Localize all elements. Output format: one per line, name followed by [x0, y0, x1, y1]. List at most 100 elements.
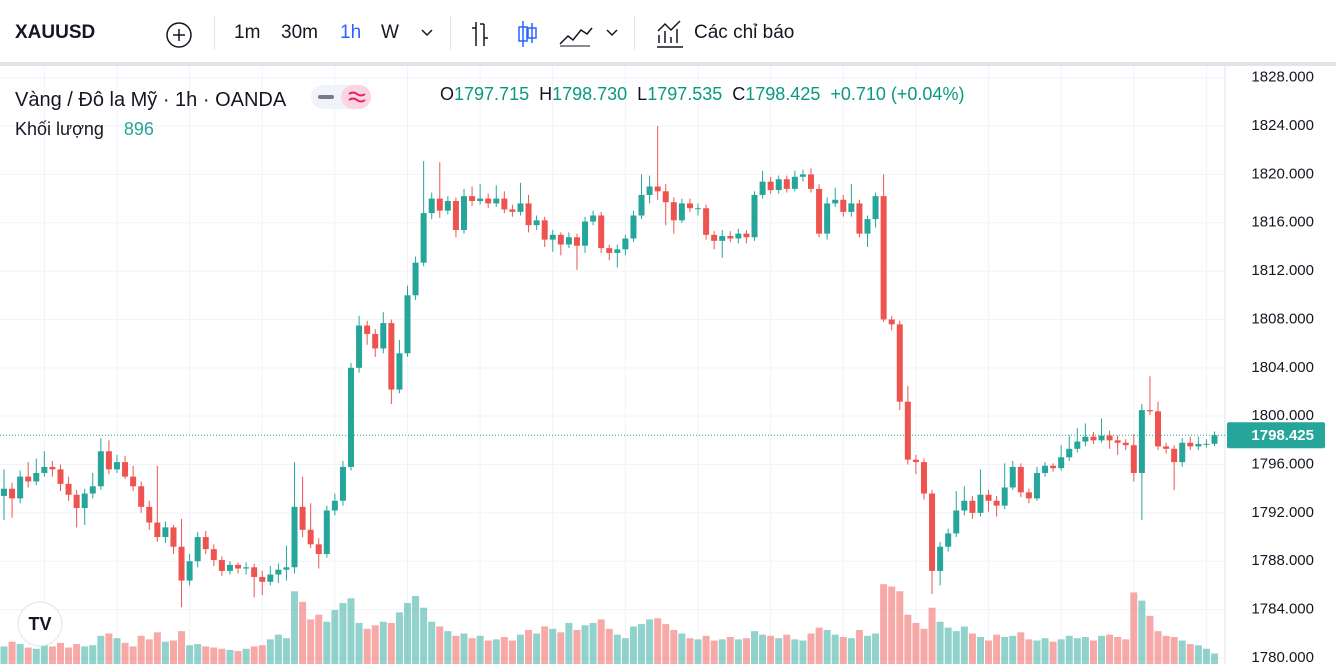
volume-bar: [331, 610, 339, 664]
volume-bar: [1138, 600, 1146, 664]
candle-body: [937, 546, 944, 571]
candle-body: [1163, 446, 1170, 449]
candle-body: [404, 295, 411, 354]
volume-bar: [210, 647, 218, 664]
candle-body: [1211, 435, 1218, 444]
candle-body: [469, 196, 476, 201]
candle-body: [202, 537, 209, 550]
candle-body: [808, 174, 814, 189]
y-tick-label: 1824.000: [1251, 117, 1314, 134]
candle-body: [65, 483, 72, 495]
volume-bar: [315, 614, 323, 664]
candle-body: [1114, 440, 1121, 443]
candle-body: [638, 194, 645, 216]
volume-bar: [1073, 638, 1081, 664]
candle-body: [606, 248, 613, 253]
candle-body: [420, 213, 427, 263]
candle-body: [856, 203, 863, 234]
volume-bar: [153, 632, 161, 664]
volume-bar: [767, 635, 775, 664]
volume-bar: [266, 639, 274, 664]
candle-body: [138, 486, 145, 507]
volume-bar: [791, 639, 799, 664]
interval[interactable]: 1m: [234, 22, 261, 43]
logo[interactable]: TV: [16, 600, 64, 648]
ohlc-legend: O1797.715 H1798.730 L1797.535 C1798.425 +0.7…: [440, 84, 964, 105]
volume-bar: [928, 607, 936, 664]
volume-bar: [831, 634, 839, 664]
candle-body: [49, 466, 56, 470]
volume-bar: [1049, 641, 1057, 664]
candle-body: [1090, 436, 1097, 441]
volume-bar: [460, 633, 468, 664]
candle-body: [57, 469, 64, 484]
y-tick-label: 1784.000: [1251, 601, 1314, 618]
separator: [634, 16, 635, 50]
candle-body: [259, 576, 266, 582]
indicators[interactable]: Các chỉ báo: [694, 22, 795, 43]
volume-bar: [944, 627, 952, 664]
candle-body: [824, 203, 831, 234]
symbol[interactable]: XAUUSD: [15, 22, 96, 43]
candle-body: [735, 233, 742, 239]
volume-bar: [97, 635, 105, 664]
volume-bar: [1211, 653, 1218, 664]
interval[interactable]: 30m: [281, 22, 318, 43]
candle-body: [565, 237, 572, 245]
volume-bar: [1041, 638, 1049, 664]
volume-bar: [920, 628, 928, 664]
interval[interactable]: W: [381, 22, 399, 43]
dropdown[interactable]: [420, 28, 434, 38]
volume-bar: [613, 634, 621, 664]
volume-bar: [186, 645, 194, 664]
candle-body: [331, 500, 338, 511]
candle-body: [162, 527, 169, 538]
candle-body: [154, 522, 161, 538]
candle-body: [170, 527, 177, 547]
volume-bar: [161, 641, 169, 664]
candle-body: [1146, 410, 1153, 412]
candle-body: [654, 186, 661, 192]
volume-bar: [452, 635, 460, 664]
volume-bar: [226, 649, 234, 664]
candle-body: [759, 181, 766, 195]
interval[interactable]: 1h: [340, 22, 362, 43]
volume-bar: [65, 647, 73, 664]
ohlc-value: 1798.425: [745, 84, 821, 104]
volume-bar: [500, 637, 508, 664]
candle-body: [1042, 465, 1049, 473]
volume-bar: [799, 640, 807, 664]
add-icon[interactable]: [164, 20, 194, 50]
y-tick-label: 1788.000: [1251, 552, 1314, 569]
candle-body: [315, 544, 322, 554]
pill[interactable]: [310, 84, 371, 110]
volume-bar: [299, 601, 307, 664]
volume-bar: [1017, 632, 1025, 664]
candle-body: [113, 462, 120, 470]
volume-bar: [565, 622, 573, 664]
y-tick-label: 1796.000: [1251, 455, 1314, 472]
candle-body: [1187, 442, 1194, 447]
volume-bar: [783, 634, 791, 664]
candle-body: [477, 198, 484, 201]
candle-body: [17, 476, 24, 499]
volume-bar: [1089, 640, 1097, 664]
candle-body: [686, 203, 693, 209]
volume-bar: [412, 595, 420, 664]
volume-bar: [1057, 639, 1065, 664]
candle-body: [307, 529, 314, 545]
volume-bar: [1065, 635, 1073, 664]
chart-title: Vàng / Đô la Mỹ · 1h · OANDA: [15, 89, 286, 111]
candle-body: [81, 493, 88, 509]
volume-bar: [347, 598, 355, 664]
candle-body: [1001, 487, 1008, 506]
indicator-icon[interactable]: [655, 19, 685, 49]
candle-body: [73, 494, 80, 509]
volume-bar: [1130, 592, 1138, 664]
candle-body: [1171, 448, 1178, 463]
separator: [214, 16, 215, 50]
candle-body: [1017, 466, 1024, 493]
volume-bar: [1001, 637, 1009, 664]
chart-type-icons[interactable]: [470, 18, 630, 50]
candle-body: [1009, 466, 1016, 488]
